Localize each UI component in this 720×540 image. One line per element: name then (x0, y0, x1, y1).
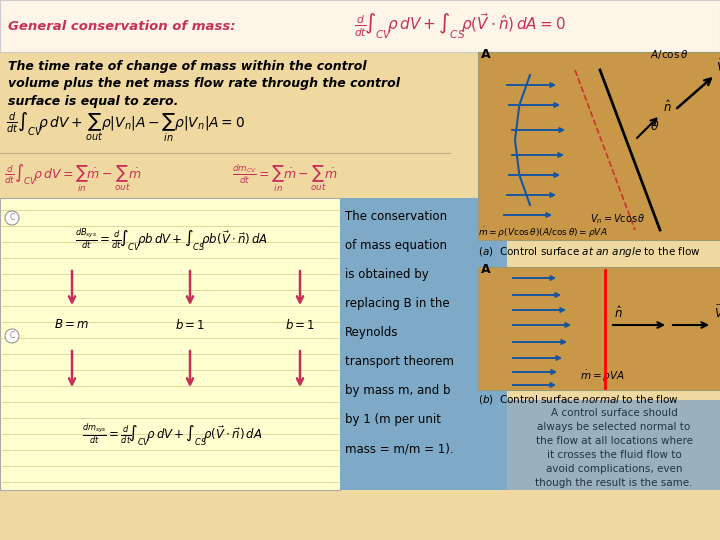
Text: $\frac{d}{dt}\!\int_{CV}\!\rho\,dV + \int_{CS}\!\rho(\vec{V}\cdot\hat{n})\,dA = : $\frac{d}{dt}\!\int_{CV}\!\rho\,dV + \in… (354, 11, 566, 41)
Text: $\theta$: $\theta$ (650, 119, 660, 133)
Text: $V_n = V\cos\theta$: $V_n = V\cos\theta$ (590, 212, 646, 226)
Circle shape (5, 329, 19, 343)
Text: $b = 1$: $b = 1$ (175, 318, 205, 332)
Text: $b = 1$: $b = 1$ (285, 318, 315, 332)
Bar (507, 400, 720, 490)
Bar (0, 0, 720, 52)
Bar (478, 267, 720, 390)
Text: $\hat{n}$: $\hat{n}$ (614, 305, 623, 321)
Bar (0, 198, 340, 490)
Text: by mass m, and b: by mass m, and b (345, 384, 451, 397)
Text: A control surface should: A control surface should (551, 408, 678, 418)
Bar (478, 52, 720, 240)
Text: the flow at all locations where: the flow at all locations where (536, 436, 693, 446)
Text: $\vec{V}$: $\vec{V}$ (716, 58, 720, 75)
Text: of mass equation: of mass equation (345, 239, 447, 252)
Text: C: C (9, 213, 14, 222)
Text: $\frac{dm_{CV}}{dt} = \sum_{in}\dot{m} - \sum_{out}\dot{m}$: $\frac{dm_{CV}}{dt} = \sum_{in}\dot{m} -… (232, 163, 338, 194)
Text: C: C (9, 332, 14, 341)
Text: $\hat{n}$: $\hat{n}$ (663, 99, 672, 115)
Text: $\frac{d}{dt}\int_{CV}\!\rho\,dV = \sum_{in}\dot{m} - \sum_{out}\dot{m}$: $\frac{d}{dt}\int_{CV}\!\rho\,dV = \sum_… (4, 163, 142, 194)
Text: always be selected normal to: always be selected normal to (537, 422, 690, 432)
Text: $\frac{d}{dt}\int_{CV}\!\rho\,dV + \sum_{out}\rho|V_n|A - \sum_{in}\rho|V_n|A = : $\frac{d}{dt}\int_{CV}\!\rho\,dV + \sum_… (6, 110, 245, 144)
Text: A: A (481, 263, 490, 276)
Text: transport theorem: transport theorem (345, 355, 454, 368)
Text: it crosses the fluid flow to: it crosses the fluid flow to (546, 450, 681, 460)
Text: A: A (481, 48, 490, 61)
Text: avoid complications, even: avoid complications, even (546, 464, 683, 474)
Text: by 1 (m per unit: by 1 (m per unit (345, 413, 441, 426)
Text: replacing B in the: replacing B in the (345, 297, 449, 310)
Text: $\dot{m} = \rho(V\cos\theta)(A/\cos\theta) = \rho VA$: $\dot{m} = \rho(V\cos\theta)(A/\cos\thet… (478, 226, 608, 240)
Text: The conservation: The conservation (345, 210, 447, 223)
Text: though the result is the same.: though the result is the same. (535, 478, 693, 488)
Bar (340, 198, 507, 490)
Text: $\frac{dm_{sys}}{dt} = \frac{d}{dt}\!\int_{CV}\!\rho\,dV + \int_{CS}\!\rho(\vec{: $\frac{dm_{sys}}{dt} = \frac{d}{dt}\!\in… (82, 422, 262, 448)
Text: $(b)$  Control surface $\it{normal}$ to the flow: $(b)$ Control surface $\it{normal}$ to t… (478, 393, 679, 406)
Circle shape (5, 211, 19, 225)
Text: Reynolds: Reynolds (345, 326, 398, 339)
Text: $\dot{m} = \rho VA$: $\dot{m} = \rho VA$ (580, 369, 625, 384)
Text: $(a)$  Control surface $\it{at\ an\ angle}$ to the flow: $(a)$ Control surface $\it{at\ an\ angle… (478, 245, 701, 259)
Text: $\vec{V}$: $\vec{V}$ (714, 304, 720, 321)
Text: is obtained by: is obtained by (345, 268, 428, 281)
Text: mass = m/m = 1).: mass = m/m = 1). (345, 442, 454, 455)
Text: General conservation of mass:: General conservation of mass: (8, 19, 235, 32)
Text: $B = m$: $B = m$ (55, 319, 89, 332)
Text: surface is equal to zero.: surface is equal to zero. (8, 95, 179, 108)
Text: $\frac{dB_{sys}}{dt} = \frac{d}{dt}\!\int_{CV}\!\rho b\,dV + \int_{CS}\!\rho b(\: $\frac{dB_{sys}}{dt} = \frac{d}{dt}\!\in… (76, 227, 269, 253)
Text: volume plus the net mass flow rate through the control: volume plus the net mass flow rate throu… (8, 77, 400, 90)
Text: $A/\cos\theta$: $A/\cos\theta$ (650, 48, 688, 61)
Text: The time rate of change of mass within the control: The time rate of change of mass within t… (8, 60, 366, 73)
